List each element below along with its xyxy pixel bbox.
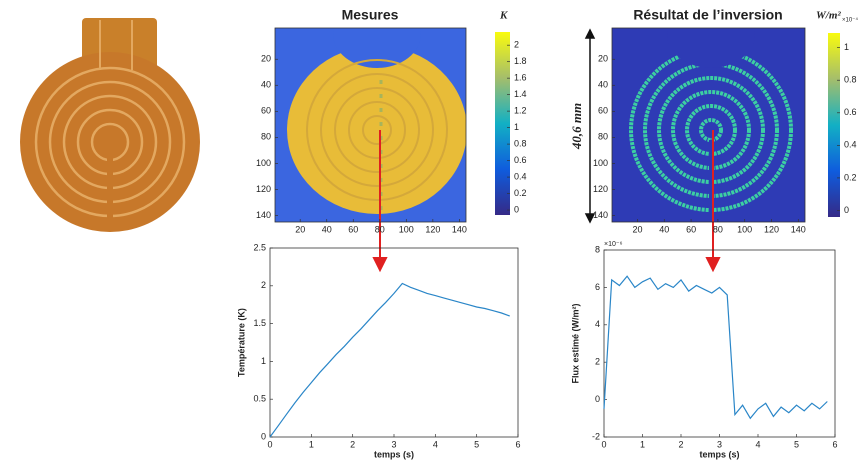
y-tick-label: 140 xyxy=(593,210,608,220)
y-tick-label: 60 xyxy=(261,106,271,116)
x-tick-label: 140 xyxy=(452,224,467,234)
dimension-arrow xyxy=(584,28,596,224)
plot-frame xyxy=(269,247,519,438)
x-tick-label: 0 xyxy=(601,439,606,449)
colorbar-tick-label: 1.8 xyxy=(514,56,527,66)
x-tick-label: 80 xyxy=(375,224,385,234)
x-tick-label: 140 xyxy=(791,224,806,234)
x-tick-label: 4 xyxy=(433,439,438,449)
sensor-photo xyxy=(20,18,200,232)
x-tick-label: 2 xyxy=(350,439,355,449)
y-tick-label: 2.5 xyxy=(253,242,266,252)
y-multiplier: ×10⁻⁶ xyxy=(604,241,623,248)
colorbar-tick-label: 0 xyxy=(514,204,519,214)
y-axis-label: Température (K) xyxy=(236,308,246,377)
x-tick-label: 0 xyxy=(267,439,272,449)
plot-frame xyxy=(603,249,836,438)
y-tick-label: 0 xyxy=(261,431,266,441)
red-arrow xyxy=(372,130,721,273)
x-tick-label: 80 xyxy=(713,224,723,234)
x-tick-label: 4 xyxy=(755,439,760,449)
colorbar-tick-label: 0.8 xyxy=(514,138,527,148)
colorbar-unit: K xyxy=(499,10,508,22)
colorbar-tick-label: 0.2 xyxy=(514,188,527,198)
y-tick-label: 140 xyxy=(256,210,271,220)
colorbar-tick-label: 0.8 xyxy=(844,75,857,85)
x-tick-label: 1 xyxy=(309,439,314,449)
chart-title: Résultat de l’inversion xyxy=(633,7,782,23)
y-tick-label: 120 xyxy=(256,184,271,194)
x-tick-label: 60 xyxy=(686,224,696,234)
y-tick-label: 1 xyxy=(261,356,266,366)
x-tick-label: 60 xyxy=(348,224,358,234)
colorbar-tick-label: 1.2 xyxy=(514,106,527,116)
heatmap-image xyxy=(275,28,466,222)
data-line xyxy=(603,275,828,420)
x-axis-label: temps (s) xyxy=(699,449,739,459)
colorbar-tick-label: 1 xyxy=(514,122,519,132)
y-tick-label: 120 xyxy=(593,184,608,194)
y-tick-label: 60 xyxy=(598,106,608,116)
colorbar xyxy=(495,32,510,215)
colorbar xyxy=(828,33,840,217)
x-tick-label: 6 xyxy=(832,439,837,449)
y-tick-label: 40 xyxy=(261,80,271,90)
x-tick-label: 20 xyxy=(632,224,642,234)
plot-frame xyxy=(611,27,806,223)
y-axis-label: Flux estimé (W/m²) xyxy=(570,303,580,383)
colorbar-tick-label: 0.2 xyxy=(844,172,857,182)
colorbar-tick-label: 2 xyxy=(514,40,519,50)
x-tick-label: 40 xyxy=(659,224,669,234)
y-tick-label: 100 xyxy=(593,158,608,168)
colorbar-tick-label: 1.4 xyxy=(514,89,527,99)
colorbar-tick-label: 0.4 xyxy=(844,140,857,150)
x-tick-label: 5 xyxy=(794,439,799,449)
data-line xyxy=(269,282,510,438)
y-tick-label: 20 xyxy=(261,54,271,64)
y-tick-label: -2 xyxy=(592,431,600,441)
x-tick-label: 40 xyxy=(322,224,332,234)
x-tick-label: 5 xyxy=(474,439,479,449)
chart-title: Mesures xyxy=(342,7,399,23)
x-tick-label: 120 xyxy=(764,224,779,234)
colorbar-unit: W/m² xyxy=(816,10,841,22)
colorbar-multiplier: ×10⁻⁴ xyxy=(842,17,858,24)
y-tick-label: 80 xyxy=(598,132,608,142)
colorbar-tick-label: 0 xyxy=(844,205,849,215)
x-tick-label: 2 xyxy=(678,439,683,449)
x-tick-label: 100 xyxy=(737,224,752,234)
colorbar-tick-label: 0.6 xyxy=(844,107,857,117)
y-tick-label: 4 xyxy=(595,319,600,329)
plot-frame xyxy=(274,27,467,223)
x-axis-label: temps (s) xyxy=(374,449,414,459)
y-tick-label: 2 xyxy=(261,280,266,290)
x-tick-label: 3 xyxy=(391,439,396,449)
y-tick-label: 2 xyxy=(595,357,600,367)
y-tick-label: 40 xyxy=(598,80,608,90)
x-tick-label: 1 xyxy=(640,439,645,449)
y-tick-label: 0.5 xyxy=(253,394,266,404)
x-tick-label: 6 xyxy=(515,439,520,449)
x-tick-label: 20 xyxy=(295,224,305,234)
colorbar-tick-label: 0.4 xyxy=(514,171,527,181)
y-tick-label: 20 xyxy=(598,54,608,64)
colorbar-tick-label: 1 xyxy=(844,42,849,52)
heatmap-image xyxy=(612,28,805,222)
x-tick-label: 3 xyxy=(717,439,722,449)
x-tick-label: 100 xyxy=(399,224,414,234)
y-tick-label: 100 xyxy=(256,158,271,168)
y-tick-label: 8 xyxy=(595,244,600,254)
y-tick-label: 80 xyxy=(261,132,271,142)
colorbar-tick-label: 1.6 xyxy=(514,73,527,83)
y-tick-label: 6 xyxy=(595,282,600,292)
dimension-label: 40,6 mm xyxy=(569,103,584,150)
y-tick-label: 0 xyxy=(595,394,600,404)
y-tick-label: 1.5 xyxy=(253,318,266,328)
colorbar-tick-label: 0.6 xyxy=(514,155,527,165)
x-tick-label: 120 xyxy=(425,224,440,234)
